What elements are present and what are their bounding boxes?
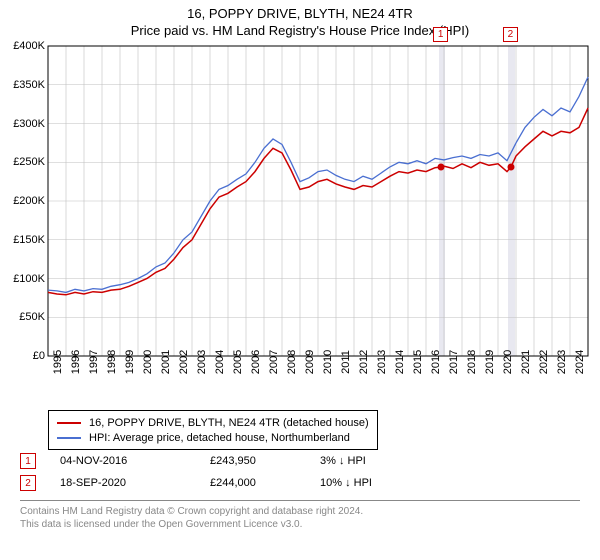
y-tick-label: £200K <box>13 195 45 207</box>
title-address: 16, POPPY DRIVE, BLYTH, NE24 4TR <box>0 6 600 21</box>
marker-table: 1 04-NOV-2016 £243,950 3% ↓ HPI 2 18-SEP… <box>20 450 430 494</box>
legend-item: 16, POPPY DRIVE, BLYTH, NE24 4TR (detach… <box>57 415 369 430</box>
marker-row: 1 04-NOV-2016 £243,950 3% ↓ HPI <box>20 450 430 472</box>
x-tick-label: 2012 <box>358 350 370 374</box>
y-tick-label: £300K <box>13 118 45 130</box>
footer: Contains HM Land Registry data © Crown c… <box>20 500 580 531</box>
y-tick-label: £250K <box>13 156 45 168</box>
legend-item: HPI: Average price, detached house, Nort… <box>57 430 369 445</box>
x-tick-label: 2018 <box>466 350 478 374</box>
chart-marker-badge: 1 <box>433 27 448 42</box>
marker-dot <box>438 163 445 170</box>
x-tick-label: 2016 <box>430 350 442 374</box>
marker-dot <box>507 163 514 170</box>
legend-swatch <box>57 422 81 424</box>
y-tick-label: £350K <box>13 79 45 91</box>
y-tick-label: £150K <box>13 234 45 246</box>
legend-swatch <box>57 437 81 439</box>
marker-date: 04-NOV-2016 <box>60 455 210 467</box>
x-tick-label: 2021 <box>520 350 532 374</box>
footer-line2: This data is licensed under the Open Gov… <box>20 518 580 531</box>
chart-container: 16, POPPY DRIVE, BLYTH, NE24 4TR Price p… <box>0 0 600 560</box>
x-tick-label: 1996 <box>70 350 82 374</box>
x-tick-label: 2024 <box>574 350 586 374</box>
y-tick-label: £0 <box>33 350 45 362</box>
chart-svg <box>48 46 588 356</box>
footer-line1: Contains HM Land Registry data © Crown c… <box>20 505 580 518</box>
marker-badge: 2 <box>20 475 36 491</box>
legend-label: HPI: Average price, detached house, Nort… <box>89 432 350 444</box>
y-tick-label: £50K <box>19 311 45 323</box>
x-tick-label: 2022 <box>538 350 550 374</box>
chart-marker-badge: 2 <box>503 27 518 42</box>
x-tick-label: 2001 <box>160 350 172 374</box>
marker-row: 2 18-SEP-2020 £244,000 10% ↓ HPI <box>20 472 430 494</box>
y-tick-label: £100K <box>13 273 45 285</box>
legend-label: 16, POPPY DRIVE, BLYTH, NE24 4TR (detach… <box>89 417 369 429</box>
marker-price: £243,950 <box>210 455 320 467</box>
x-tick-label: 2013 <box>376 350 388 374</box>
legend: 16, POPPY DRIVE, BLYTH, NE24 4TR (detach… <box>48 410 378 450</box>
x-tick-label: 2009 <box>304 350 316 374</box>
x-tick-label: 2014 <box>394 350 406 374</box>
x-tick-label: 1998 <box>106 350 118 374</box>
x-tick-label: 2005 <box>232 350 244 374</box>
x-tick-label: 2006 <box>250 350 262 374</box>
x-tick-label: 2019 <box>484 350 496 374</box>
x-tick-label: 2007 <box>268 350 280 374</box>
marker-delta: 3% ↓ HPI <box>320 455 430 467</box>
x-tick-label: 2000 <box>142 350 154 374</box>
x-tick-label: 2015 <box>412 350 424 374</box>
x-tick-label: 2023 <box>556 350 568 374</box>
x-tick-label: 2004 <box>214 350 226 374</box>
x-tick-label: 1999 <box>124 350 136 374</box>
marker-delta: 10% ↓ HPI <box>320 477 430 489</box>
x-tick-label: 2010 <box>322 350 334 374</box>
x-tick-label: 2020 <box>502 350 514 374</box>
x-tick-label: 2008 <box>286 350 298 374</box>
x-tick-label: 2011 <box>340 350 352 374</box>
x-tick-label: 1995 <box>52 350 64 374</box>
marker-date: 18-SEP-2020 <box>60 477 210 489</box>
plot-area: 12 <box>48 46 588 356</box>
x-tick-label: 1997 <box>88 350 100 374</box>
marker-badge: 1 <box>20 453 36 469</box>
y-tick-label: £400K <box>13 40 45 52</box>
chart-wrap: 12 £0 £50K £100K £150K £200K £250K £300K £350K £… <box>0 42 600 404</box>
x-tick-label: 2002 <box>178 350 190 374</box>
x-tick-label: 2003 <box>196 350 208 374</box>
marker-price: £244,000 <box>210 477 320 489</box>
x-tick-label: 2017 <box>448 350 460 374</box>
